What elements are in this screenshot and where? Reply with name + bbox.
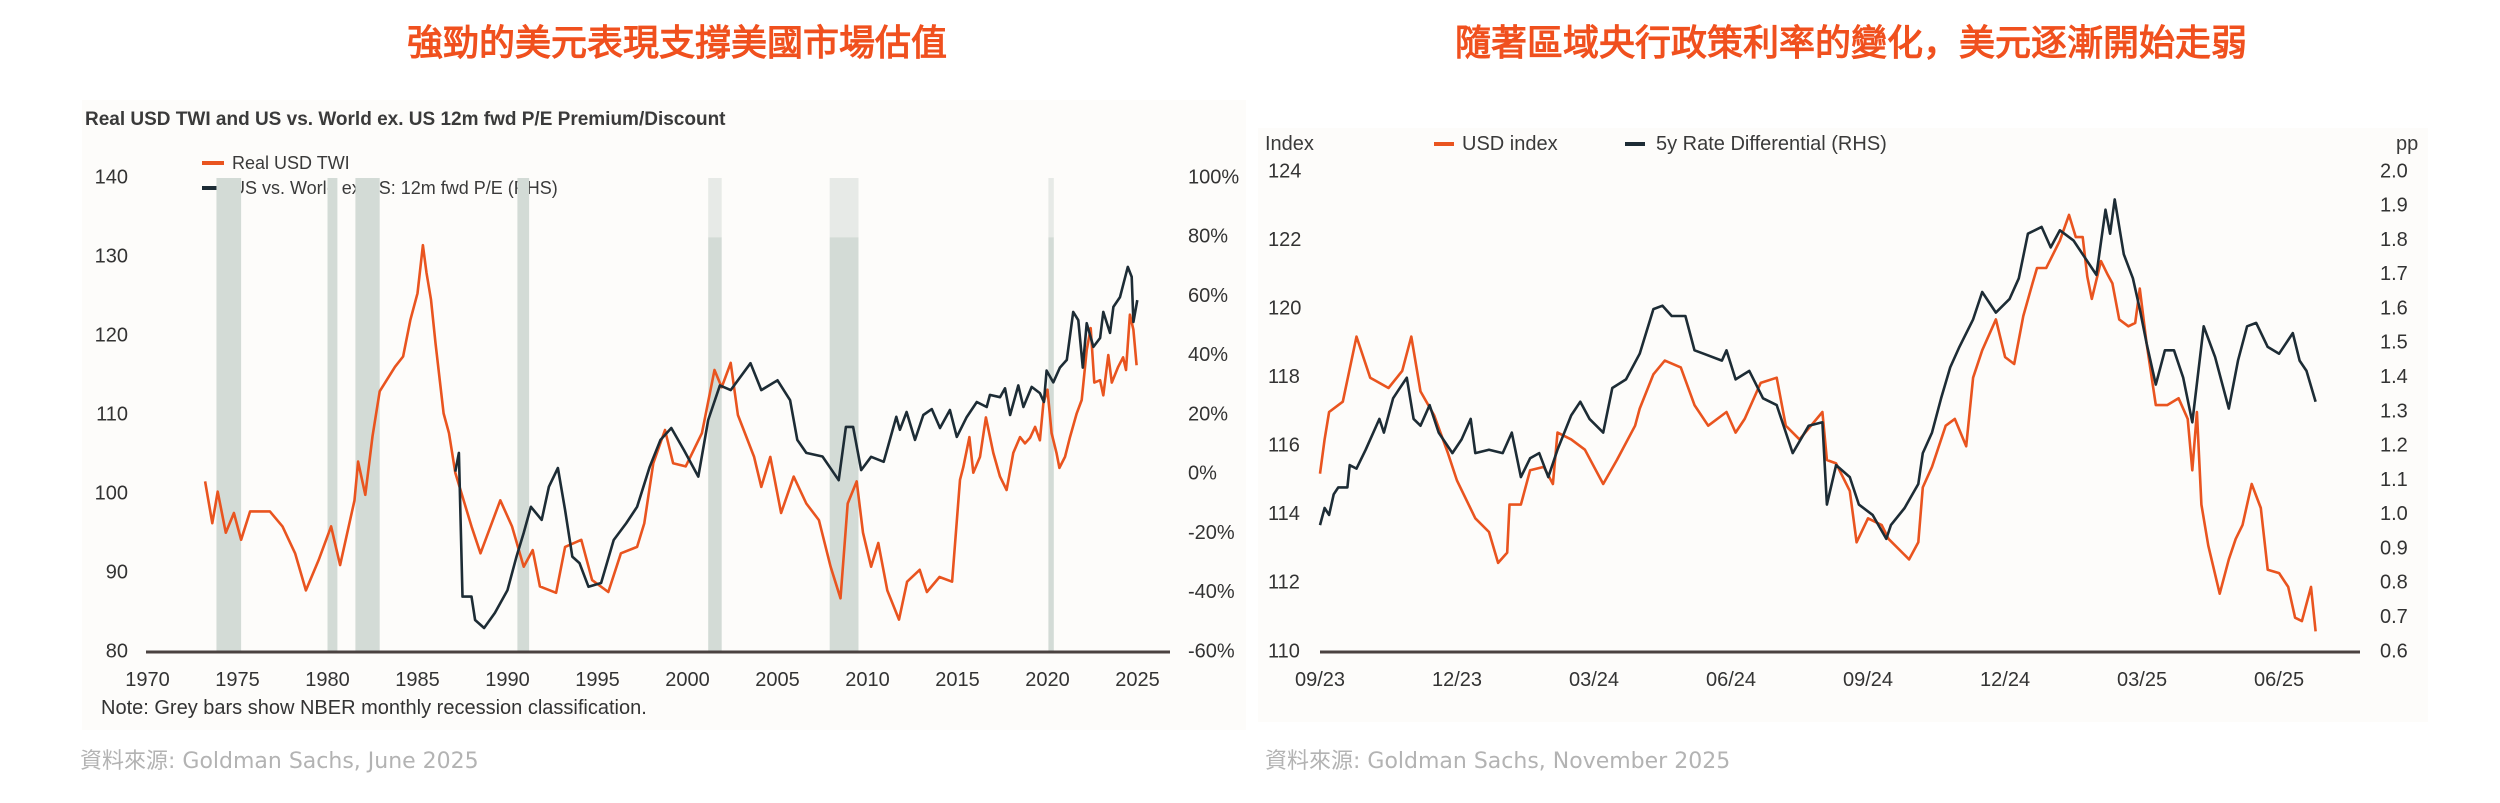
right-panel-heading: 隨著區域央行政策利率的變化，美元逐漸開始走弱	[1454, 23, 2248, 64]
x-tick-label: 1985	[395, 669, 440, 691]
x-tick-label: 12/23	[1432, 669, 1482, 691]
x-tick-label: 06/25	[2254, 669, 2304, 691]
series-line-real-usd-twi	[203, 243, 1138, 621]
legend-swatch-real-usd-twi	[202, 161, 224, 165]
x-tick-label: 2025	[1115, 669, 1160, 691]
recession-bar-upper	[1048, 178, 1054, 238]
legend-label-real-usd-twi: Real USD TWI	[232, 153, 350, 173]
x-tick-label: 06/24	[1706, 669, 1756, 691]
x-tick-label: 03/25	[2117, 669, 2167, 691]
x-tick-label: 1970	[125, 669, 170, 691]
y-left-tick-label: 80	[106, 640, 128, 662]
y-left-tick-label: 110	[1268, 640, 1300, 662]
recession-bar	[708, 237, 722, 652]
left-axis-unit-label: Index	[1265, 133, 1314, 155]
y-left-tick-label: 124	[1268, 160, 1301, 182]
x-tick-label: 2005	[755, 669, 800, 691]
series-line-us-vs-world-ex-us-12m-fwd-p-e-rhs	[454, 265, 1139, 630]
y-left-tick-label: 120	[1268, 297, 1301, 319]
y-left-tick-label: 130	[95, 245, 128, 267]
legend-swatch-rate-differential	[1625, 142, 1645, 146]
x-tick-label: 09/24	[1843, 669, 1893, 691]
y-right-tick-label: -20%	[1188, 522, 1235, 544]
x-tick-label: 09/23	[1295, 669, 1345, 691]
x-tick-label: 2000	[665, 669, 710, 691]
y-right-tick-label: 2.0	[2380, 160, 2408, 182]
recession-bar	[1048, 237, 1054, 652]
y-right-tick-label: 1.1	[2380, 469, 2408, 491]
recession-bar-upper	[829, 178, 859, 238]
x-tick-label: 2015	[935, 669, 980, 691]
y-right-tick-label: 1.4	[2380, 366, 2408, 388]
y-left-tick-label: 110	[96, 403, 128, 425]
legend-label-pe-premium: US vs. World ex US: 12m fwd P/E (RHS)	[232, 178, 558, 198]
recession-bar	[517, 178, 530, 652]
chart-note: Note: Grey bars show NBER monthly recess…	[101, 697, 647, 719]
right-chart-panel	[1258, 128, 2428, 722]
y-left-tick-label: 122	[1268, 229, 1301, 251]
y-left-tick-label: 112	[1268, 572, 1300, 594]
x-tick-label: 1990	[485, 669, 530, 691]
x-tick-label: 1975	[215, 669, 260, 691]
y-right-tick-label: 0.7	[2380, 606, 2408, 628]
y-right-tick-label: 1.0	[2380, 503, 2408, 525]
recession-bar	[327, 178, 338, 652]
x-tick-label: 1980	[305, 669, 350, 691]
recession-bar-upper	[708, 178, 722, 238]
y-right-tick-label: 20%	[1188, 403, 1228, 425]
y-right-tick-label: 80%	[1188, 226, 1228, 248]
series-line-5y-rate-differential-rhs	[1318, 198, 2317, 541]
y-right-tick-label: 1.2	[2380, 435, 2408, 457]
y-left-tick-label: 100	[95, 482, 128, 504]
y-right-tick-label: 1.9	[2380, 195, 2408, 217]
y-right-tick-label: 40%	[1188, 344, 1228, 366]
legend-swatch-pe-premium	[202, 186, 224, 190]
left-panel-heading: 強勁的美元表現支撐美國市場估值	[406, 23, 948, 64]
y-left-tick-label: 114	[1268, 503, 1300, 525]
y-right-tick-label: 0.8	[2380, 572, 2408, 594]
series-line-usd-index	[1318, 213, 2317, 632]
y-right-tick-label: 0.9	[2380, 537, 2408, 559]
y-left-tick-label: 116	[1268, 435, 1300, 457]
right-axis-unit-label: pp	[2396, 133, 2419, 155]
x-tick-label: 1995	[575, 669, 620, 691]
x-tick-label: 12/24	[1980, 669, 2030, 691]
y-right-tick-label: -40%	[1188, 581, 1235, 603]
y-right-tick-label: 1.3	[2380, 400, 2408, 422]
y-right-tick-label: 100%	[1188, 166, 1239, 188]
y-left-tick-label: 140	[95, 166, 128, 188]
y-left-tick-label: 120	[95, 324, 128, 346]
y-right-tick-label: 1.7	[2380, 263, 2408, 285]
x-tick-label: 2020	[1025, 669, 1070, 691]
left-chart-title: Real USD TWI and US vs. World ex. US 12m…	[85, 109, 726, 130]
legend-label-usd-index: USD index	[1462, 133, 1558, 155]
left-source: 資料來源: Goldman Sachs, June 2025	[80, 749, 479, 774]
y-right-tick-label: 1.6	[2380, 297, 2408, 319]
x-tick-label: 2010	[845, 669, 890, 691]
legend-swatch-usd-index	[1434, 142, 1454, 146]
y-left-tick-label: 118	[1268, 366, 1300, 388]
x-tick-label: 03/24	[1569, 669, 1619, 691]
y-right-tick-label: 60%	[1188, 285, 1228, 307]
recession-bar	[216, 178, 242, 652]
y-right-tick-label: 0.6	[2380, 640, 2408, 662]
y-right-tick-label: -60%	[1188, 640, 1235, 662]
y-right-tick-label: 1.8	[2380, 229, 2408, 251]
y-right-tick-label: 0%	[1188, 463, 1217, 485]
y-right-tick-label: 1.5	[2380, 332, 2408, 354]
legend-label-rate-differential: 5y Rate Differential (RHS)	[1656, 133, 1887, 155]
y-left-tick-label: 90	[106, 561, 128, 583]
right-source: 資料來源: Goldman Sachs, November 2025	[1265, 749, 1731, 774]
